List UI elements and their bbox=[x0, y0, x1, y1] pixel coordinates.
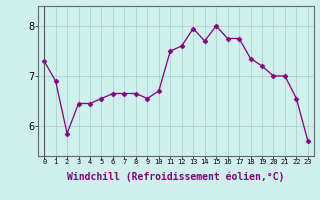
X-axis label: Windchill (Refroidissement éolien,°C): Windchill (Refroidissement éolien,°C) bbox=[67, 171, 285, 182]
